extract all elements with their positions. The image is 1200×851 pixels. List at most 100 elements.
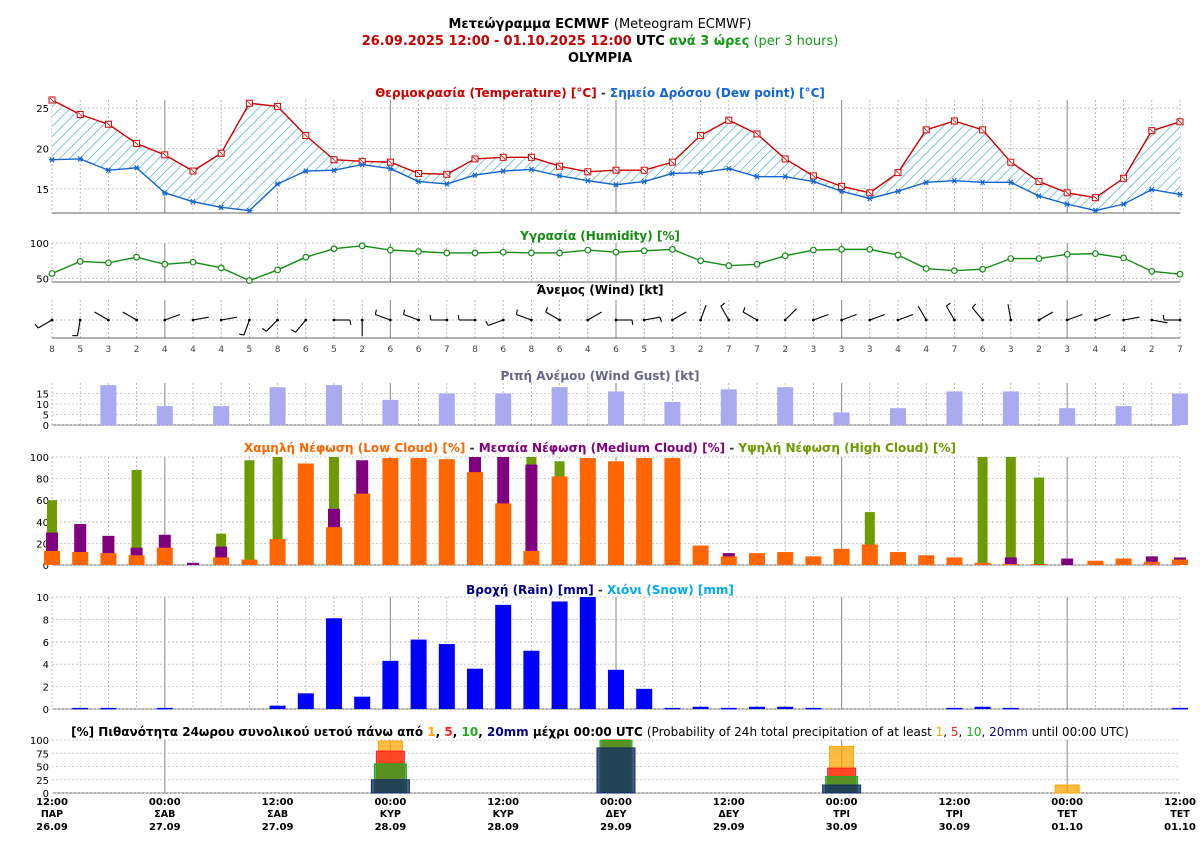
- rain-bar: [1002, 707, 1019, 710]
- low-cloud-bar: [495, 503, 512, 565]
- wind-barb: [869, 314, 886, 321]
- wind-barb: [841, 314, 857, 321]
- x-label-day: ΣΑΒ: [154, 809, 175, 820]
- rain-tick-label: 6: [43, 638, 49, 649]
- low-cloud-bar: [805, 556, 822, 565]
- wind-barb-feather: [631, 319, 634, 326]
- wind-barb-origin: [163, 318, 167, 322]
- wind-barb-origin: [276, 318, 279, 322]
- rain-bar: [297, 693, 314, 709]
- wind-barb: [1067, 314, 1083, 321]
- temperature-point-mark: [1093, 195, 1098, 200]
- dewpoint-point: [472, 172, 478, 178]
- x-label-date: 28.09: [487, 822, 519, 833]
- wind-speed-label: 6: [613, 345, 619, 355]
- temperature-point-mark: [134, 141, 139, 146]
- humidity-point: [302, 253, 310, 261]
- humidity-point: [640, 247, 648, 255]
- wind-barb-origin: [50, 318, 54, 322]
- wind-barb-feather: [971, 303, 977, 309]
- rain-bar: [777, 706, 794, 709]
- x-label-date: 30.09: [826, 822, 858, 833]
- gust-bar: [664, 401, 681, 425]
- wind-barb-origin: [642, 318, 646, 322]
- low-cloud-bar: [523, 550, 540, 565]
- low-cloud-bar: [467, 472, 483, 565]
- wind-barb-origin: [896, 318, 900, 322]
- x-label-time: 12:00: [1164, 797, 1196, 808]
- temperature-point-mark: [275, 104, 280, 109]
- wind-barb-feather: [374, 309, 377, 315]
- low-cloud-bar: [44, 550, 60, 565]
- dewpoint-point: [895, 188, 901, 195]
- x-label-day: ΤΡΙ: [946, 809, 963, 820]
- temperature-point-mark: [585, 169, 591, 175]
- gust-bar: [1172, 393, 1188, 425]
- wind-barb-feather: [290, 329, 296, 333]
- temperature-point-mark: [895, 170, 901, 175]
- low-cloud-bar: [354, 493, 371, 565]
- temperature-point-mark: [698, 133, 703, 138]
- wind-barb: [742, 311, 758, 321]
- dewpoint-point: [246, 207, 253, 214]
- x-label-day: ΔΕΥ: [718, 809, 739, 820]
- temperature-point-mark: [303, 133, 309, 138]
- humidity-point: [612, 248, 620, 256]
- gust-bar: [438, 393, 455, 425]
- wind-barb-origin: [389, 318, 392, 322]
- range-to: 01.10.2025 12:00: [503, 34, 632, 49]
- wind-barb-origin: [78, 318, 82, 322]
- chart-header: Μετεώγραμμα ECMWF (Meteogram ECMWF) 26.0…: [0, 16, 1200, 67]
- rain-tick-label: 4: [43, 660, 49, 671]
- wind-barb-feather: [457, 314, 460, 321]
- humidity-panel-title: Υγρασία (Humidity) [%]: [519, 229, 680, 243]
- dewpoint-point: [274, 181, 281, 187]
- dewpoint-point: [556, 172, 563, 179]
- gust-bar: [100, 385, 117, 425]
- humidity-point: [753, 260, 761, 268]
- wind-speed-label: 6: [388, 345, 394, 355]
- step-greek: ανά 3 ώρες: [668, 34, 750, 49]
- low-cloud-bar: [410, 458, 427, 565]
- low-cloud-bar: [100, 553, 117, 565]
- dewpoint-point: [500, 168, 507, 174]
- wind-barb-origin: [1065, 318, 1069, 322]
- humidity-point: [951, 267, 958, 275]
- prob-20mm-bar: [596, 747, 636, 794]
- humidity-point: [979, 265, 986, 273]
- rain-bar: [100, 707, 117, 710]
- x-label-day: ΤΕΤ: [1170, 809, 1190, 820]
- wind-barb-feather: [742, 307, 746, 313]
- temperature-point-mark: [923, 127, 929, 133]
- humidity-point: [1035, 255, 1043, 263]
- humidity-point: [1120, 254, 1127, 262]
- x-label-date: 01.10: [1051, 822, 1083, 833]
- wind-barb-origin: [501, 318, 505, 322]
- x-label-time: 12:00: [36, 797, 68, 808]
- temp-tick-label: 20: [36, 144, 49, 155]
- wind-barb-origin: [107, 318, 110, 322]
- humidity-point: [810, 246, 817, 254]
- wind-speed-label: 5: [641, 345, 647, 355]
- wind-speed-label: 2: [134, 345, 140, 355]
- title-english: (Meteogram ECMWF): [613, 17, 752, 32]
- dewpoint-point: [218, 204, 225, 211]
- wind-barb: [917, 305, 927, 321]
- humidity-point: [1007, 255, 1015, 263]
- dewpoint-point: [923, 179, 930, 186]
- temperature-point-mark: [1121, 176, 1126, 181]
- wind-barb-feather: [659, 317, 663, 323]
- humidity-point: [161, 260, 169, 268]
- low-cloud-bar: [1143, 561, 1160, 565]
- temperature-point-mark: [106, 121, 111, 127]
- cloud-panel-title: Χαμηλή Νέφωση (Low Cloud) [%] - Μεσαία Ν…: [244, 441, 956, 455]
- dewpoint-point: [415, 178, 422, 185]
- humidity-point: [76, 258, 84, 265]
- wind-barb-origin: [1094, 318, 1097, 322]
- rain-bar: [523, 650, 540, 709]
- wind-speed-label: 7: [754, 345, 760, 355]
- humidity-point: [358, 242, 366, 250]
- temperature-point-mark: [1036, 179, 1042, 184]
- low-cloud-bar: [297, 463, 314, 565]
- temperature-point-mark: [754, 131, 760, 137]
